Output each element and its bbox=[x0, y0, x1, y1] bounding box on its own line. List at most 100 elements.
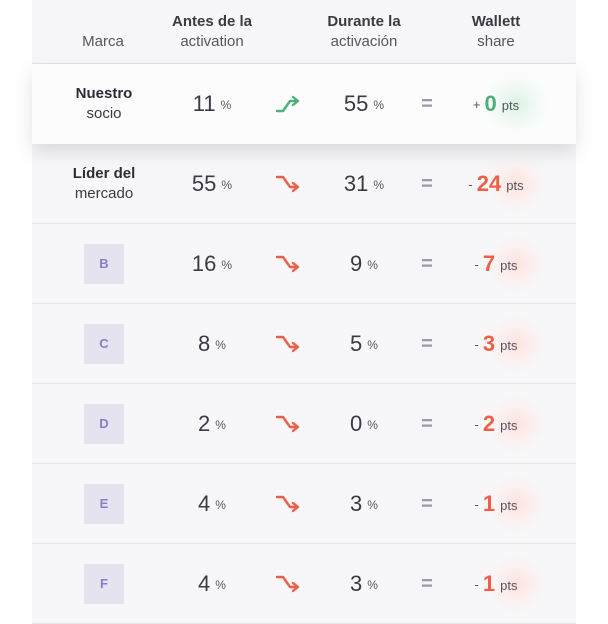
brand-cell: Nuestro socio bbox=[54, 64, 154, 144]
trend-down-icon bbox=[274, 252, 302, 276]
trend-down-icon bbox=[274, 332, 302, 356]
header-share-line1: Wallett bbox=[471, 13, 521, 30]
share-value: - 7 pts bbox=[448, 224, 548, 304]
share-glow bbox=[484, 472, 548, 536]
pts-unit: pts bbox=[500, 258, 518, 273]
pts-unit: pts bbox=[501, 98, 520, 113]
share-glow bbox=[484, 232, 548, 296]
brand-name-line1: Líder del bbox=[72, 165, 136, 182]
before-number: 4 bbox=[198, 491, 211, 516]
pts-unit: pts bbox=[506, 178, 524, 193]
equals-sign: = bbox=[421, 172, 433, 195]
brand-badge: C bbox=[84, 324, 124, 364]
before-value: 16 % bbox=[172, 224, 252, 304]
equals-sign: = bbox=[421, 572, 433, 595]
share-sign: + bbox=[472, 96, 481, 112]
brand-cell: C bbox=[54, 304, 154, 384]
during-value: 3 % bbox=[324, 464, 404, 544]
table-row: F 4 % 3 % = - 1 pts bbox=[32, 544, 576, 624]
trend-up-icon bbox=[274, 92, 302, 116]
percent-unit: % bbox=[367, 578, 378, 592]
during-number: 9 bbox=[350, 251, 363, 276]
brand-cell: F bbox=[54, 544, 154, 624]
table-row: Líder del mercado 55 % 31 % = - 24 pts bbox=[32, 144, 576, 224]
pts-unit: pts bbox=[500, 578, 518, 593]
percent-unit: % bbox=[215, 418, 226, 432]
percent-unit: % bbox=[367, 418, 378, 432]
share-sign: - bbox=[474, 416, 479, 432]
before-value: 4 % bbox=[172, 464, 252, 544]
header-antes-line2: activation bbox=[180, 33, 244, 50]
share-points: 3 bbox=[482, 331, 496, 356]
share-sign: - bbox=[474, 336, 479, 352]
share-sign: - bbox=[474, 496, 479, 512]
brand-cell: D bbox=[54, 384, 154, 464]
before-number: 4 bbox=[198, 571, 211, 596]
during-value: 31 % bbox=[324, 144, 404, 224]
during-value: 0 % bbox=[324, 384, 404, 464]
during-value: 9 % bbox=[324, 224, 404, 304]
share-value: - 1 pts bbox=[448, 464, 548, 544]
percent-unit: % bbox=[221, 178, 233, 192]
header-antes-line1: Antes de la bbox=[171, 13, 253, 30]
share-sign: - bbox=[468, 176, 473, 192]
brand-badge: D bbox=[84, 404, 124, 444]
percent-unit: % bbox=[367, 498, 378, 512]
share-sign: - bbox=[474, 576, 479, 592]
before-value: 11 % bbox=[172, 64, 252, 144]
brand-badge: B bbox=[84, 244, 124, 284]
brand-name-line1: Nuestro bbox=[75, 85, 133, 102]
equals-sign: = bbox=[421, 492, 433, 515]
before-number: 11 bbox=[192, 91, 216, 116]
share-points: 24 bbox=[476, 171, 502, 196]
brand-cell: E bbox=[54, 464, 154, 544]
header-share-line2: share bbox=[477, 33, 515, 50]
during-number: 55 bbox=[343, 91, 369, 116]
percent-unit: % bbox=[373, 98, 385, 112]
share-value: - 24 pts bbox=[448, 144, 548, 224]
share-glow bbox=[484, 152, 548, 216]
percent-unit: % bbox=[367, 258, 378, 272]
share-points: 0 bbox=[484, 91, 497, 116]
percent-unit: % bbox=[215, 338, 226, 352]
during-value: 55 % bbox=[324, 64, 404, 144]
brand-name-line2: socio bbox=[86, 105, 122, 122]
brand-cell: Líder del mercado bbox=[54, 144, 154, 224]
before-number: 2 bbox=[198, 411, 211, 436]
during-number: 31 bbox=[343, 171, 369, 196]
brand-badge: F bbox=[84, 564, 124, 604]
trend-down-icon bbox=[274, 492, 302, 516]
share-glow bbox=[484, 552, 548, 616]
before-value: 55 % bbox=[172, 144, 252, 224]
percent-unit: % bbox=[373, 178, 385, 192]
brand-cell: B bbox=[54, 224, 154, 304]
share-points: 1 bbox=[482, 571, 496, 596]
header-share: Wallett share bbox=[446, 12, 546, 52]
header-durante-line1: Durante la bbox=[327, 13, 401, 30]
table-row: Nuestro socio 11 % 55 % = + 0 pts bbox=[32, 64, 576, 144]
brand-badge: E bbox=[84, 484, 124, 524]
table-row: C 8 % 5 % = - 3 pts bbox=[32, 304, 576, 384]
trend-down-icon bbox=[274, 172, 302, 196]
header-durante-line2: activación bbox=[330, 33, 398, 50]
share-points: 1 bbox=[482, 491, 496, 516]
before-number: 55 bbox=[191, 171, 217, 196]
share-value: + 0 pts bbox=[448, 64, 548, 144]
before-number: 16 bbox=[191, 251, 217, 276]
table-row: D 2 % 0 % = - 2 pts bbox=[32, 384, 576, 464]
during-value: 5 % bbox=[324, 304, 404, 384]
equals-sign: = bbox=[421, 332, 433, 355]
trend-down-icon bbox=[274, 412, 302, 436]
header-antes: Antes de la activation bbox=[152, 12, 272, 52]
share-glow bbox=[484, 312, 548, 376]
brand-name-line2: mercado bbox=[74, 185, 134, 202]
before-value: 2 % bbox=[172, 384, 252, 464]
share-value: - 3 pts bbox=[448, 304, 548, 384]
share-sign: - bbox=[474, 256, 479, 272]
share-points: 7 bbox=[482, 251, 496, 276]
share-glow bbox=[484, 392, 548, 456]
before-number: 8 bbox=[198, 331, 211, 356]
percent-unit: % bbox=[220, 98, 232, 112]
share-value: - 2 pts bbox=[448, 384, 548, 464]
trend-down-icon bbox=[274, 572, 302, 596]
